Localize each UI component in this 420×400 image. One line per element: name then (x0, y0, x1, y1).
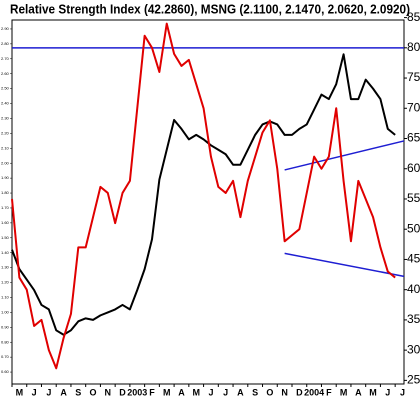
x-tick-label: A (178, 387, 185, 397)
y-tick-label: 2.50 (1, 86, 10, 91)
x-tick-label: S (75, 387, 81, 397)
y2-tick-label: 50 (407, 221, 420, 235)
y2-tick-label: 35 (407, 312, 420, 326)
trend-line (284, 140, 405, 171)
y-tick-label: 1.30 (1, 265, 10, 270)
x-tick-label: D (296, 387, 303, 397)
y-tick-label: 0.80 (1, 339, 10, 344)
x-tick-label: O (266, 387, 273, 397)
series-line (11, 22, 396, 370)
x-tick-label: M (340, 387, 348, 397)
x-tick-label: N (281, 387, 288, 397)
y-tick-label: 2.30 (1, 116, 10, 121)
y-tick-label: 1.10 (1, 295, 10, 300)
y-tick-label: 0.70 (1, 354, 10, 359)
y-tick-label: 1.00 (1, 309, 10, 314)
y-tick-label: 2.00 (1, 160, 10, 165)
x-tick-label: M (192, 387, 200, 397)
x-tick-label: 2003 (127, 387, 147, 397)
y-tick-label: 1.60 (1, 220, 10, 225)
x-tick-label: 2004 (304, 387, 324, 397)
y2-tick-label: 30 (407, 342, 420, 356)
x-tick-label: D (119, 387, 126, 397)
y2-tick-label: 65 (407, 131, 420, 145)
y2-tick-label: 25 (407, 373, 420, 387)
x-tick-label: M (369, 387, 377, 397)
x-tick-label: O (90, 387, 97, 397)
y-tick-label: 0.60 (1, 369, 10, 374)
x-tick-label: J (32, 387, 37, 397)
y-tick-label: 2.40 (1, 101, 10, 106)
x-tick-label: A (355, 387, 362, 397)
y2-tick-label: 80 (407, 40, 420, 54)
y-tick-label: 1.20 (1, 280, 10, 285)
y2-tick-label: 55 (407, 191, 420, 205)
y-tick-label: 2.80 (1, 41, 10, 46)
x-tick-label: M (16, 387, 24, 397)
y-tick-label: 2.90 (1, 26, 10, 31)
y-tick-label: 2.20 (1, 130, 10, 135)
y2-tick-label: 85 (407, 10, 420, 24)
y2-tick-label: 70 (407, 100, 420, 114)
x-tick-label: S (252, 387, 258, 397)
x-tick-label: N (105, 387, 112, 397)
series-line (11, 53, 396, 336)
x-tick-label: F (326, 387, 332, 397)
y-tick-label: 1.40 (1, 250, 10, 255)
y2-tick-label: 75 (407, 70, 420, 84)
y-tick-label: 0.90 (1, 324, 10, 329)
y-tick-label: 1.50 (1, 235, 10, 240)
y-tick-label: 2.10 (1, 145, 10, 150)
chart-title: Relative Strength Index (42.2860), MSNG … (10, 1, 410, 16)
x-tick-label: J (208, 387, 213, 397)
x-tick-label: J (385, 387, 390, 397)
y2-tick-label: 40 (407, 282, 420, 296)
x-tick-label: A (237, 387, 244, 397)
y-tick-label: 1.70 (1, 205, 10, 210)
y-tick-label: 2.60 (1, 71, 10, 76)
x-tick-label: J (400, 387, 405, 397)
x-tick-label: M (163, 387, 171, 397)
y-tick-label: 1.80 (1, 190, 10, 195)
x-tick-label: A (60, 387, 67, 397)
x-tick-label: F (149, 387, 155, 397)
y-tick-label: 2.70 (1, 56, 10, 61)
y-tick-label: 1.90 (1, 175, 10, 180)
trend-line (284, 252, 405, 278)
x-tick-label: J (46, 387, 51, 397)
y2-tick-label: 45 (407, 252, 420, 266)
y2-tick-label: 60 (407, 161, 420, 175)
x-tick-label: J (223, 387, 228, 397)
